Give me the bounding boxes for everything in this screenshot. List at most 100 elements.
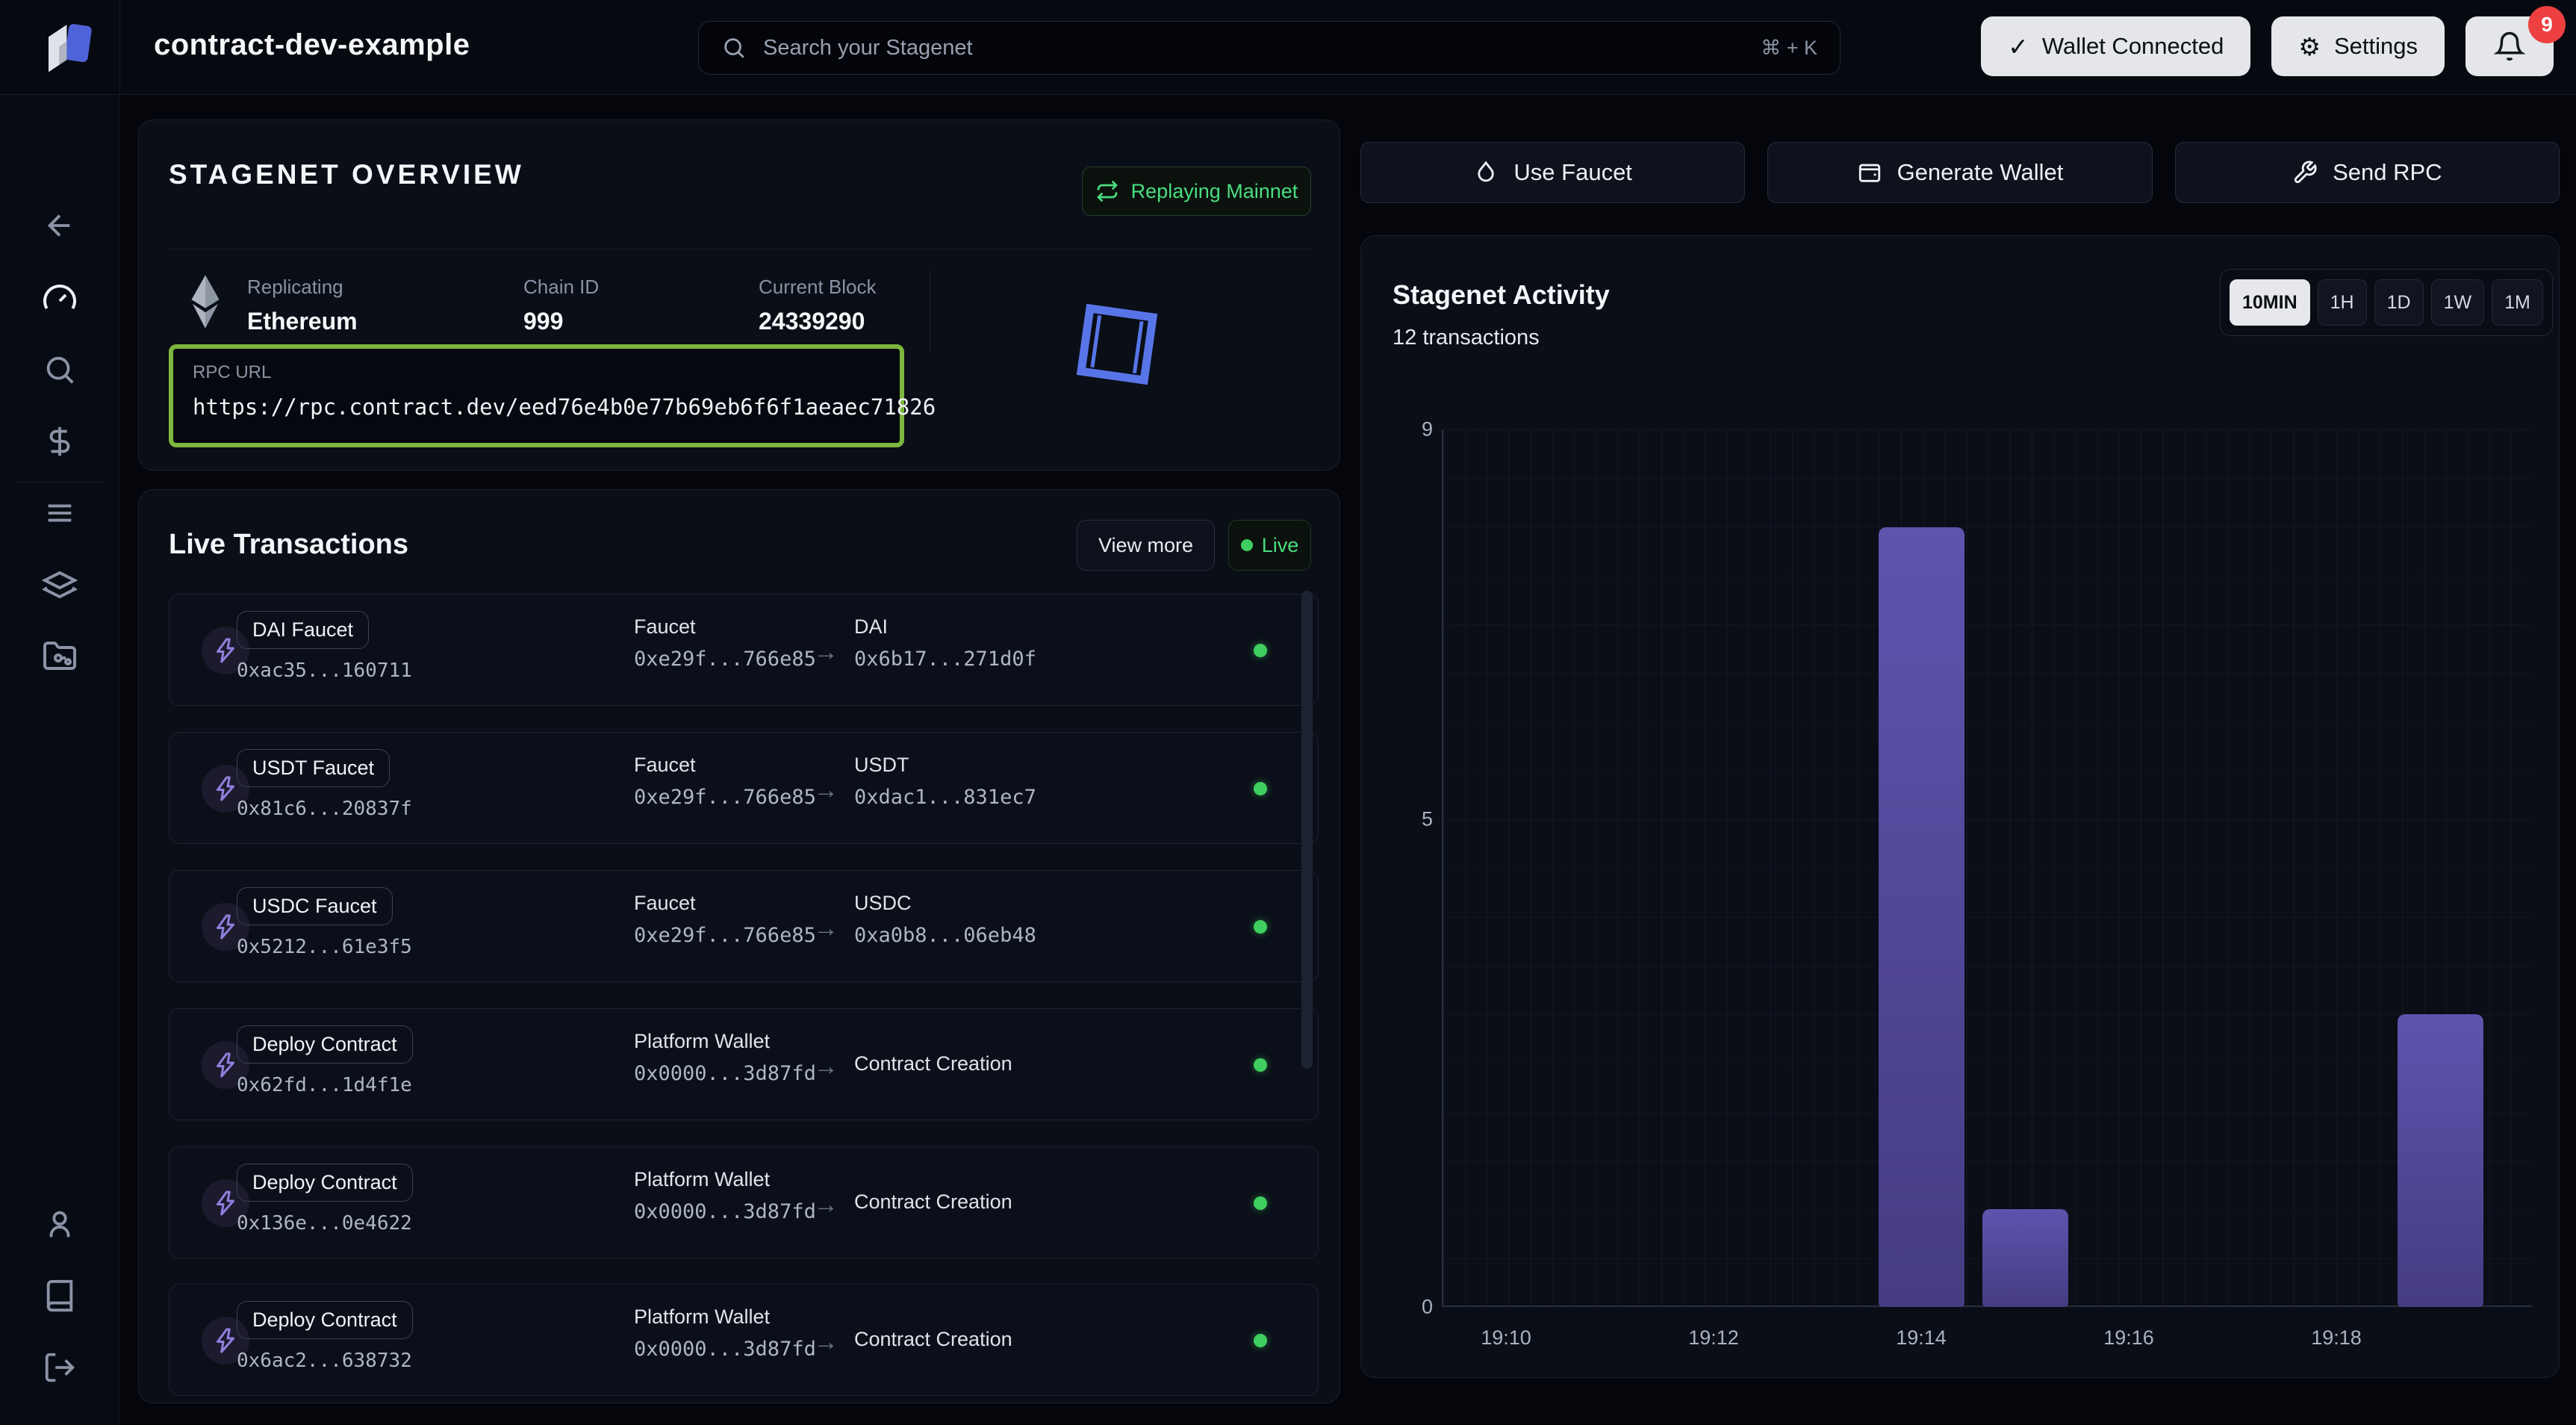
app-logo[interactable] [27,16,109,79]
transaction-to-group: Contract Creation [854,1190,1012,1214]
transaction-row[interactable]: Deploy Contract 0x62fd...1d4f1e Platform… [169,1008,1319,1120]
transaction-from-hash: 0xe29f...766e85 [634,648,816,671]
gauge-icon [43,285,76,309]
transaction-icon-circle [202,1179,249,1227]
sidebar-item-funding[interactable] [30,412,90,471]
transaction-to-label: Contract Creation [854,1052,1012,1075]
transaction-type-badge: Deploy Contract [237,1164,413,1202]
transaction-from-hash: 0xe29f...766e85 [634,924,816,947]
transaction-from-group: Faucet 0xe29f...766e85 [634,615,816,671]
use-faucet-button[interactable]: Use Faucet [1360,142,1746,203]
transaction-hash: 0x81c6...20837f [237,798,412,820]
live-dot-icon [1240,539,1253,551]
transaction-row[interactable]: Deploy Contract 0x6ac2...638732 Platform… [169,1284,1319,1396]
transaction-row[interactable]: USDT Faucet 0x81c6...20837f Faucet 0xe29… [169,732,1319,844]
range-button-10min[interactable]: 10MIN [2230,279,2310,326]
transaction-hash: 0x5212...61e3f5 [237,936,412,958]
transaction-type-badge: DAI Faucet [237,611,370,649]
arrow-right-icon: → [813,914,839,943]
transaction-type-badge: USDT Faucet [237,749,391,787]
x-axis-tick: 19:12 [1688,1326,1739,1349]
chain-id-label: Chain ID [523,276,600,298]
check-icon: ✓ [2008,32,2029,60]
wallet-connected-label: Wallet Connected [2041,33,2224,59]
range-button-1m[interactable]: 1M [2492,279,2543,326]
rpc-url-label: RPC URL [193,362,272,382]
live-badge: Live [1228,520,1311,571]
replicating-field: Replicating Ethereum [247,276,358,335]
range-button-1w[interactable]: 1W [2430,279,2485,326]
topbar: contract-dev-example ⌘ + K ✓ Wallet Conn… [0,0,2576,95]
transaction-to-hash: 0xa0b8...06eb48 [854,924,1036,947]
status-dot [1254,1058,1267,1072]
current-block-field: Current Block 24339290 [759,276,877,335]
transaction-from-label: Faucet [634,615,696,638]
layers-icon [41,571,78,599]
send-rpc-button[interactable]: Send RPC [2174,142,2560,203]
transaction-to-label: Contract Creation [854,1328,1012,1350]
replicating-value: Ethereum [247,308,358,335]
transactions-scrollbar[interactable] [1301,591,1313,1069]
arrow-right-icon: → [813,1190,839,1219]
sidebar-item-contracts[interactable] [30,627,90,686]
transaction-from-hash: 0xe29f...766e85 [634,786,816,809]
view-more-button[interactable]: View more [1077,520,1215,571]
bolt-icon [217,638,234,663]
transaction-from-hash: 0x0000...3d87fd [634,1200,816,1223]
x-axis-tick: 19:16 [2103,1326,2154,1349]
transaction-left-group: Deploy Contract 0x136e...0e4622 [237,1164,413,1235]
bolt-icon [217,1052,234,1078]
transaction-from-group: Platform Wallet 0x0000...3d87fd [634,1030,816,1085]
current-block-label: Current Block [759,276,877,298]
transaction-to-label: USDC [854,892,912,914]
transaction-row[interactable]: DAI Faucet 0xac35...160711 Faucet 0xe29f… [169,594,1319,706]
transaction-row[interactable]: Deploy Contract 0x136e...0e4622 Platform… [169,1146,1319,1258]
sidebar-item-back[interactable] [30,196,90,255]
generate-wallet-button[interactable]: Generate Wallet [1767,142,2153,203]
sidebar-item-logout[interactable] [30,1338,90,1397]
settings-button[interactable]: ⚙ Settings [2271,16,2445,76]
generate-wallet-label: Generate Wallet [1897,159,2064,185]
transaction-to-label: DAI [854,615,889,638]
rpc-url-value: https://rpc.contract.dev/eed76e4b0e77b69… [193,394,936,420]
wallet-icon [1858,164,1880,182]
topbar-actions: ✓ Wallet Connected ⚙ Settings 9 [1981,6,2566,76]
stagenet-overview-panel: STAGENET OVERVIEW Replaying Mainnet Repl… [138,119,1340,471]
sidebar-item-menu[interactable] [30,483,90,543]
search-bar[interactable]: ⌘ + K [698,21,1841,75]
bell-icon [2494,31,2525,61]
transaction-hash: 0x6ac2...638732 [237,1350,412,1372]
replaying-mainnet-badge[interactable]: Replaying Mainnet [1082,167,1311,216]
sidebar-item-layers[interactable] [30,556,90,616]
arrow-right-icon: → [813,776,839,804]
sidebar-item-explore[interactable] [30,340,90,400]
repeat-icon [1096,180,1118,202]
wallet-connected-button[interactable]: ✓ Wallet Connected [1981,16,2251,76]
chart-bar-19:15 [1982,1209,2068,1307]
transaction-to-label: Contract Creation [854,1190,1012,1213]
status-dot [1254,1334,1267,1347]
search-input[interactable] [763,35,1761,60]
stagenet-activity-panel: Stagenet Activity 12 transactions 10MIN 1… [1360,235,2560,1378]
transaction-from-label: Faucet [634,892,696,914]
sidebar-item-dashboard[interactable] [30,268,90,328]
sidebar-item-account[interactable] [30,1194,90,1254]
time-range-selector: 10MIN 1H 1D 1W 1M [2220,269,2553,336]
range-button-1d[interactable]: 1D [2374,279,2424,326]
current-block-value: 24339290 [759,308,865,335]
notifications-button[interactable]: 9 [2465,6,2566,76]
transaction-icon-circle [202,627,249,674]
transaction-hash: 0x62fd...1d4f1e [237,1074,412,1096]
transaction-row[interactable]: USDC Faucet 0x5212...61e3f5 Faucet 0xe29… [169,870,1319,982]
bolt-icon [217,1328,234,1353]
droplet-icon [1478,161,1494,182]
range-button-1h[interactable]: 1H [2317,279,2367,326]
user-icon [49,1211,69,1238]
sidebar-item-docs[interactable] [30,1266,90,1326]
transaction-to-hash: 0xdac1...831ec7 [854,786,1036,809]
transaction-from-label: Platform Wallet [634,1030,771,1052]
transaction-hash: 0xac35...160711 [237,659,412,682]
transaction-to-label: USDT [854,754,909,776]
transaction-to-group: DAI 0x6b17...271d0f [854,615,1036,671]
transaction-type-badge: Deploy Contract [237,1025,413,1064]
